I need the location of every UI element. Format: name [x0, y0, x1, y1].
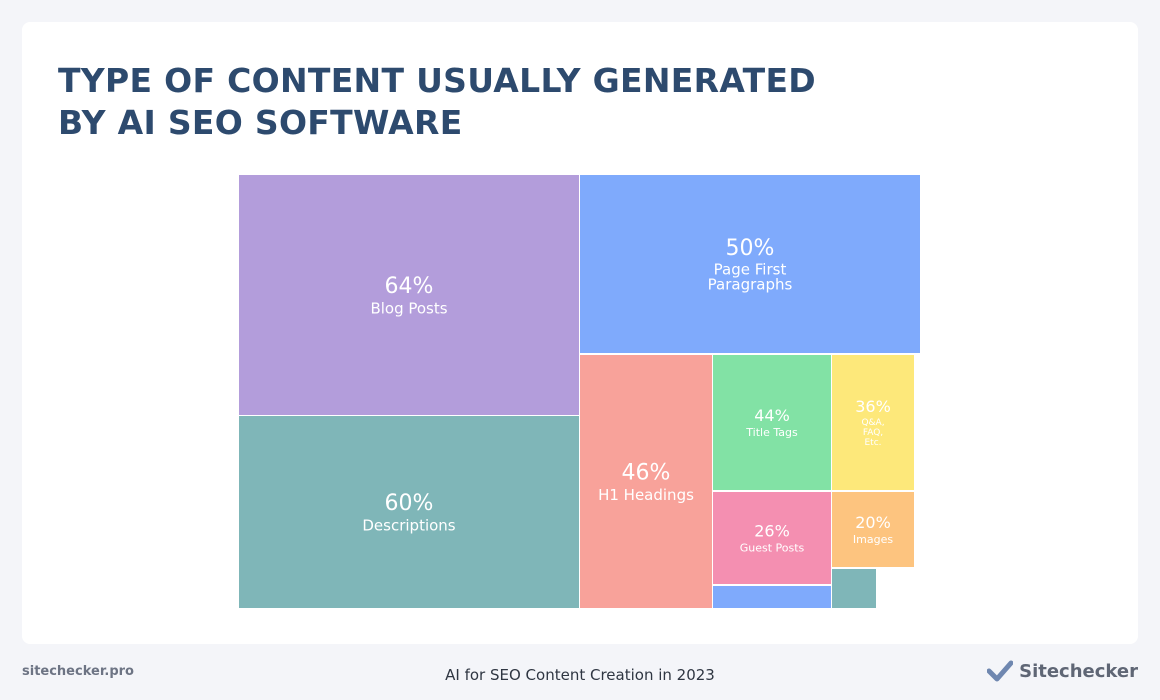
treemap-cell — [713, 586, 831, 608]
treemap-category-label: Q&A, FAQ, Etc. — [861, 418, 884, 448]
treemap-rect — [832, 492, 914, 567]
treemap-category-label: Images — [853, 533, 893, 546]
treemap-category-label: Page First Paragraphs — [708, 260, 793, 293]
treemap-value-label: 26% — [754, 521, 790, 540]
chart-title-line-2: BY AI SEO SOFTWARE — [58, 103, 463, 142]
treemap-rect — [832, 355, 914, 490]
treemap-cell: 44%Title Tags — [713, 355, 831, 490]
treemap-value-label: 46% — [622, 461, 671, 486]
treemap-cell: 60%Descriptions — [239, 416, 579, 608]
footer-site: sitechecker.pro — [22, 664, 134, 679]
treemap-value-label: 64% — [385, 274, 434, 299]
treemap-cell: 50%Page First Paragraphs — [580, 175, 920, 353]
footer-caption: AI for SEO Content Creation in 2023 — [445, 666, 715, 684]
treemap-value-label: 36% — [855, 397, 891, 416]
treemap-cell: 46%H1 Headings — [580, 355, 712, 608]
treemap-category-label: Blog Posts — [370, 299, 447, 317]
treemap-category-label: Guest Posts — [740, 541, 805, 554]
treemap-value-label: 20% — [855, 513, 891, 532]
treemap-rect — [239, 416, 579, 608]
treemap-category-label: H1 Headings — [598, 486, 694, 504]
treemap-rect — [832, 569, 876, 608]
treemap-rect — [713, 586, 831, 608]
treemap-rect — [580, 355, 712, 608]
treemap-rect — [713, 355, 831, 490]
treemap-rect — [713, 492, 831, 584]
treemap-cell — [832, 569, 876, 608]
treemap-value-label: 44% — [754, 406, 790, 425]
treemap-value-label: 50% — [726, 236, 775, 261]
treemap-category-label: Title Tags — [745, 426, 798, 439]
treemap-cell: 64%Blog Posts — [239, 175, 579, 415]
treemap-cell: 26%Guest Posts — [713, 492, 831, 584]
treemap-value-label: 60% — [385, 491, 434, 516]
treemap-cell: 36% Q&A, FAQ, Etc. — [832, 355, 914, 490]
treemap-rect — [580, 175, 920, 353]
treemap-rect — [239, 175, 579, 415]
checkmark-icon — [987, 660, 1014, 682]
chart-title-line-1: TYPE OF CONTENT USUALLY GENERATED — [58, 61, 816, 100]
brand-logo: Sitechecker — [987, 660, 1138, 682]
chart-title: TYPE OF CONTENT USUALLY GENERATED BY AI … — [58, 60, 816, 144]
brand-name: Sitechecker — [1019, 660, 1138, 682]
treemap-category-label: Descriptions — [362, 516, 455, 534]
treemap-cell: 20%Images — [832, 492, 914, 567]
